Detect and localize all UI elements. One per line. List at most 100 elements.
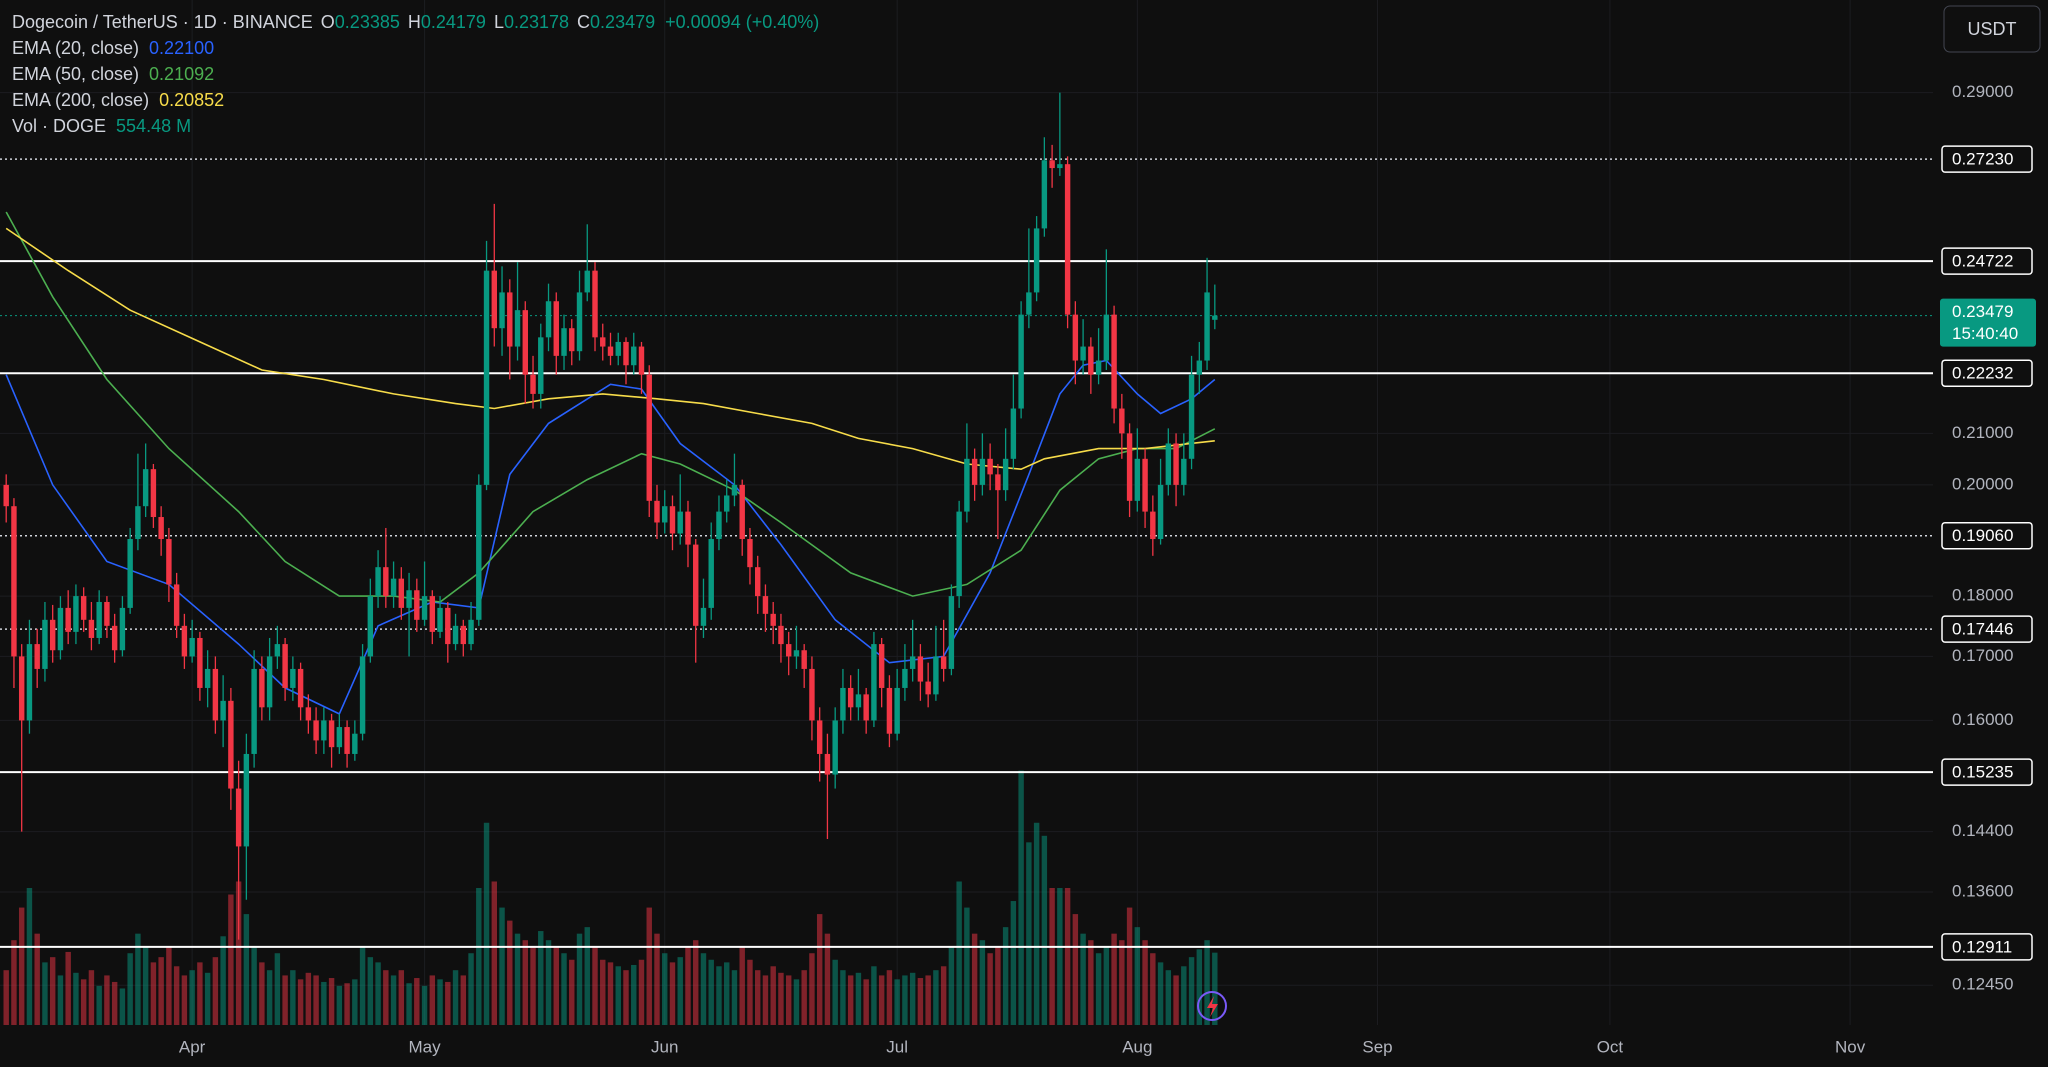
candle-body [375, 567, 381, 597]
candle-body [987, 458, 993, 475]
legend: Dogecoin / TetherUS · 1D · BINANCE O0.233… [12, 12, 819, 136]
volume-bar [1196, 949, 1203, 1025]
candle-body [228, 700, 234, 789]
volume-bar [127, 953, 133, 1025]
volume-bar [197, 962, 203, 1025]
volume-bar [297, 979, 304, 1025]
volume-bar [700, 953, 707, 1025]
candle-body [88, 619, 95, 638]
candle-body [623, 341, 629, 366]
candle-body [189, 637, 195, 657]
volume-bar [584, 927, 590, 1025]
candle-body [1188, 374, 1195, 459]
volume-bar [886, 970, 893, 1025]
volume-bar [801, 970, 807, 1025]
volume-bar [499, 907, 505, 1025]
volume-bar [406, 983, 412, 1025]
volume-bar [73, 972, 79, 1025]
ema-line [5, 227, 1215, 471]
volume-bar [1049, 888, 1055, 1025]
candle-body [948, 596, 955, 669]
candle-body [1072, 314, 1079, 361]
usdt-button[interactable]: USDT [1943, 5, 2041, 53]
x-tick-label: Apr [179, 1037, 206, 1056]
price-box [1940, 298, 2036, 347]
candle-body [778, 625, 784, 645]
candle-body [855, 694, 862, 708]
volume-bar [282, 975, 288, 1025]
change: +0.00094 (+0.40%) [665, 12, 819, 32]
volume-bar [514, 933, 521, 1025]
candle-body [290, 668, 296, 688]
y-tick-label: 0.29000 [1952, 82, 2013, 101]
volume-bar [538, 931, 544, 1025]
level-box [1941, 521, 2033, 550]
volume-bar [1142, 940, 1148, 1025]
ohlc-value: 0.24179 [421, 12, 486, 32]
candle-body [173, 584, 180, 626]
icon-bolt[interactable] [1207, 996, 1218, 1017]
ema-line [5, 211, 1216, 603]
volume-bar [1088, 940, 1094, 1025]
candles [3, 92, 1218, 940]
volume-bar [778, 972, 784, 1025]
currency[interactable]: USDT [1968, 19, 2017, 39]
candle-body [1041, 160, 1048, 229]
candle-body [11, 506, 17, 657]
candle-body [1095, 360, 1102, 375]
candle-body [452, 625, 459, 645]
volume-bar [173, 966, 180, 1025]
candle-body [507, 292, 513, 347]
volume-bar [42, 962, 48, 1025]
volume-bar [1188, 957, 1195, 1025]
level-label: 0.22232 [1952, 364, 2013, 383]
candle-body [1002, 458, 1009, 491]
ohlc-key: H [408, 12, 421, 32]
volume-bar [34, 933, 40, 1025]
button-frame[interactable] [1943, 5, 2041, 53]
legend-row: EMA (200, close) 0.20852 [12, 90, 224, 110]
candle-body [104, 601, 110, 626]
volume-bar [840, 970, 846, 1025]
volume-bar [135, 933, 141, 1025]
candle-body [398, 578, 405, 608]
candle-body [352, 733, 358, 754]
volume-bar [816, 914, 823, 1025]
volume-bar [476, 888, 482, 1025]
candle-body [940, 656, 947, 669]
candle-body [1150, 511, 1156, 540]
candle-body [576, 292, 583, 352]
volume-bar [166, 946, 172, 1025]
candle-body [243, 753, 250, 847]
candle-body [747, 539, 753, 568]
candle-body [367, 596, 374, 657]
volume-bar [344, 983, 350, 1025]
candle-body [553, 301, 559, 356]
candle-body [840, 687, 846, 721]
volume-bar [1126, 907, 1133, 1025]
candle-body [1033, 228, 1040, 293]
y-tick-label: 0.16000 [1952, 710, 2013, 729]
symbol-title: Dogecoin / TetherUS · 1D · BINANCE [12, 12, 313, 32]
volume-bar [212, 957, 219, 1025]
volume-value: 554.48 M [116, 116, 191, 136]
candle-body [724, 495, 730, 512]
candle-body [871, 644, 877, 721]
volume-bar [158, 957, 164, 1025]
volume-bar [336, 985, 343, 1025]
icon-ring[interactable] [1197, 991, 1227, 1021]
volume-bar [592, 946, 598, 1025]
replay-icon[interactable] [1197, 991, 1227, 1021]
volume-bar [1173, 975, 1179, 1025]
ema-value: 0.20852 [159, 90, 224, 110]
candle-body [762, 596, 769, 614]
y-tick-label: 0.17000 [1952, 646, 2013, 665]
volume-bar [809, 953, 815, 1025]
x-tick-label: Jun [651, 1037, 678, 1056]
y-tick-label: 0.18000 [1952, 586, 2013, 605]
volume-bar [894, 979, 900, 1025]
volume-bar [1026, 842, 1032, 1025]
volume-bar [228, 894, 234, 1025]
volume-bar [104, 975, 110, 1025]
volume-bar [1212, 952, 1218, 1025]
